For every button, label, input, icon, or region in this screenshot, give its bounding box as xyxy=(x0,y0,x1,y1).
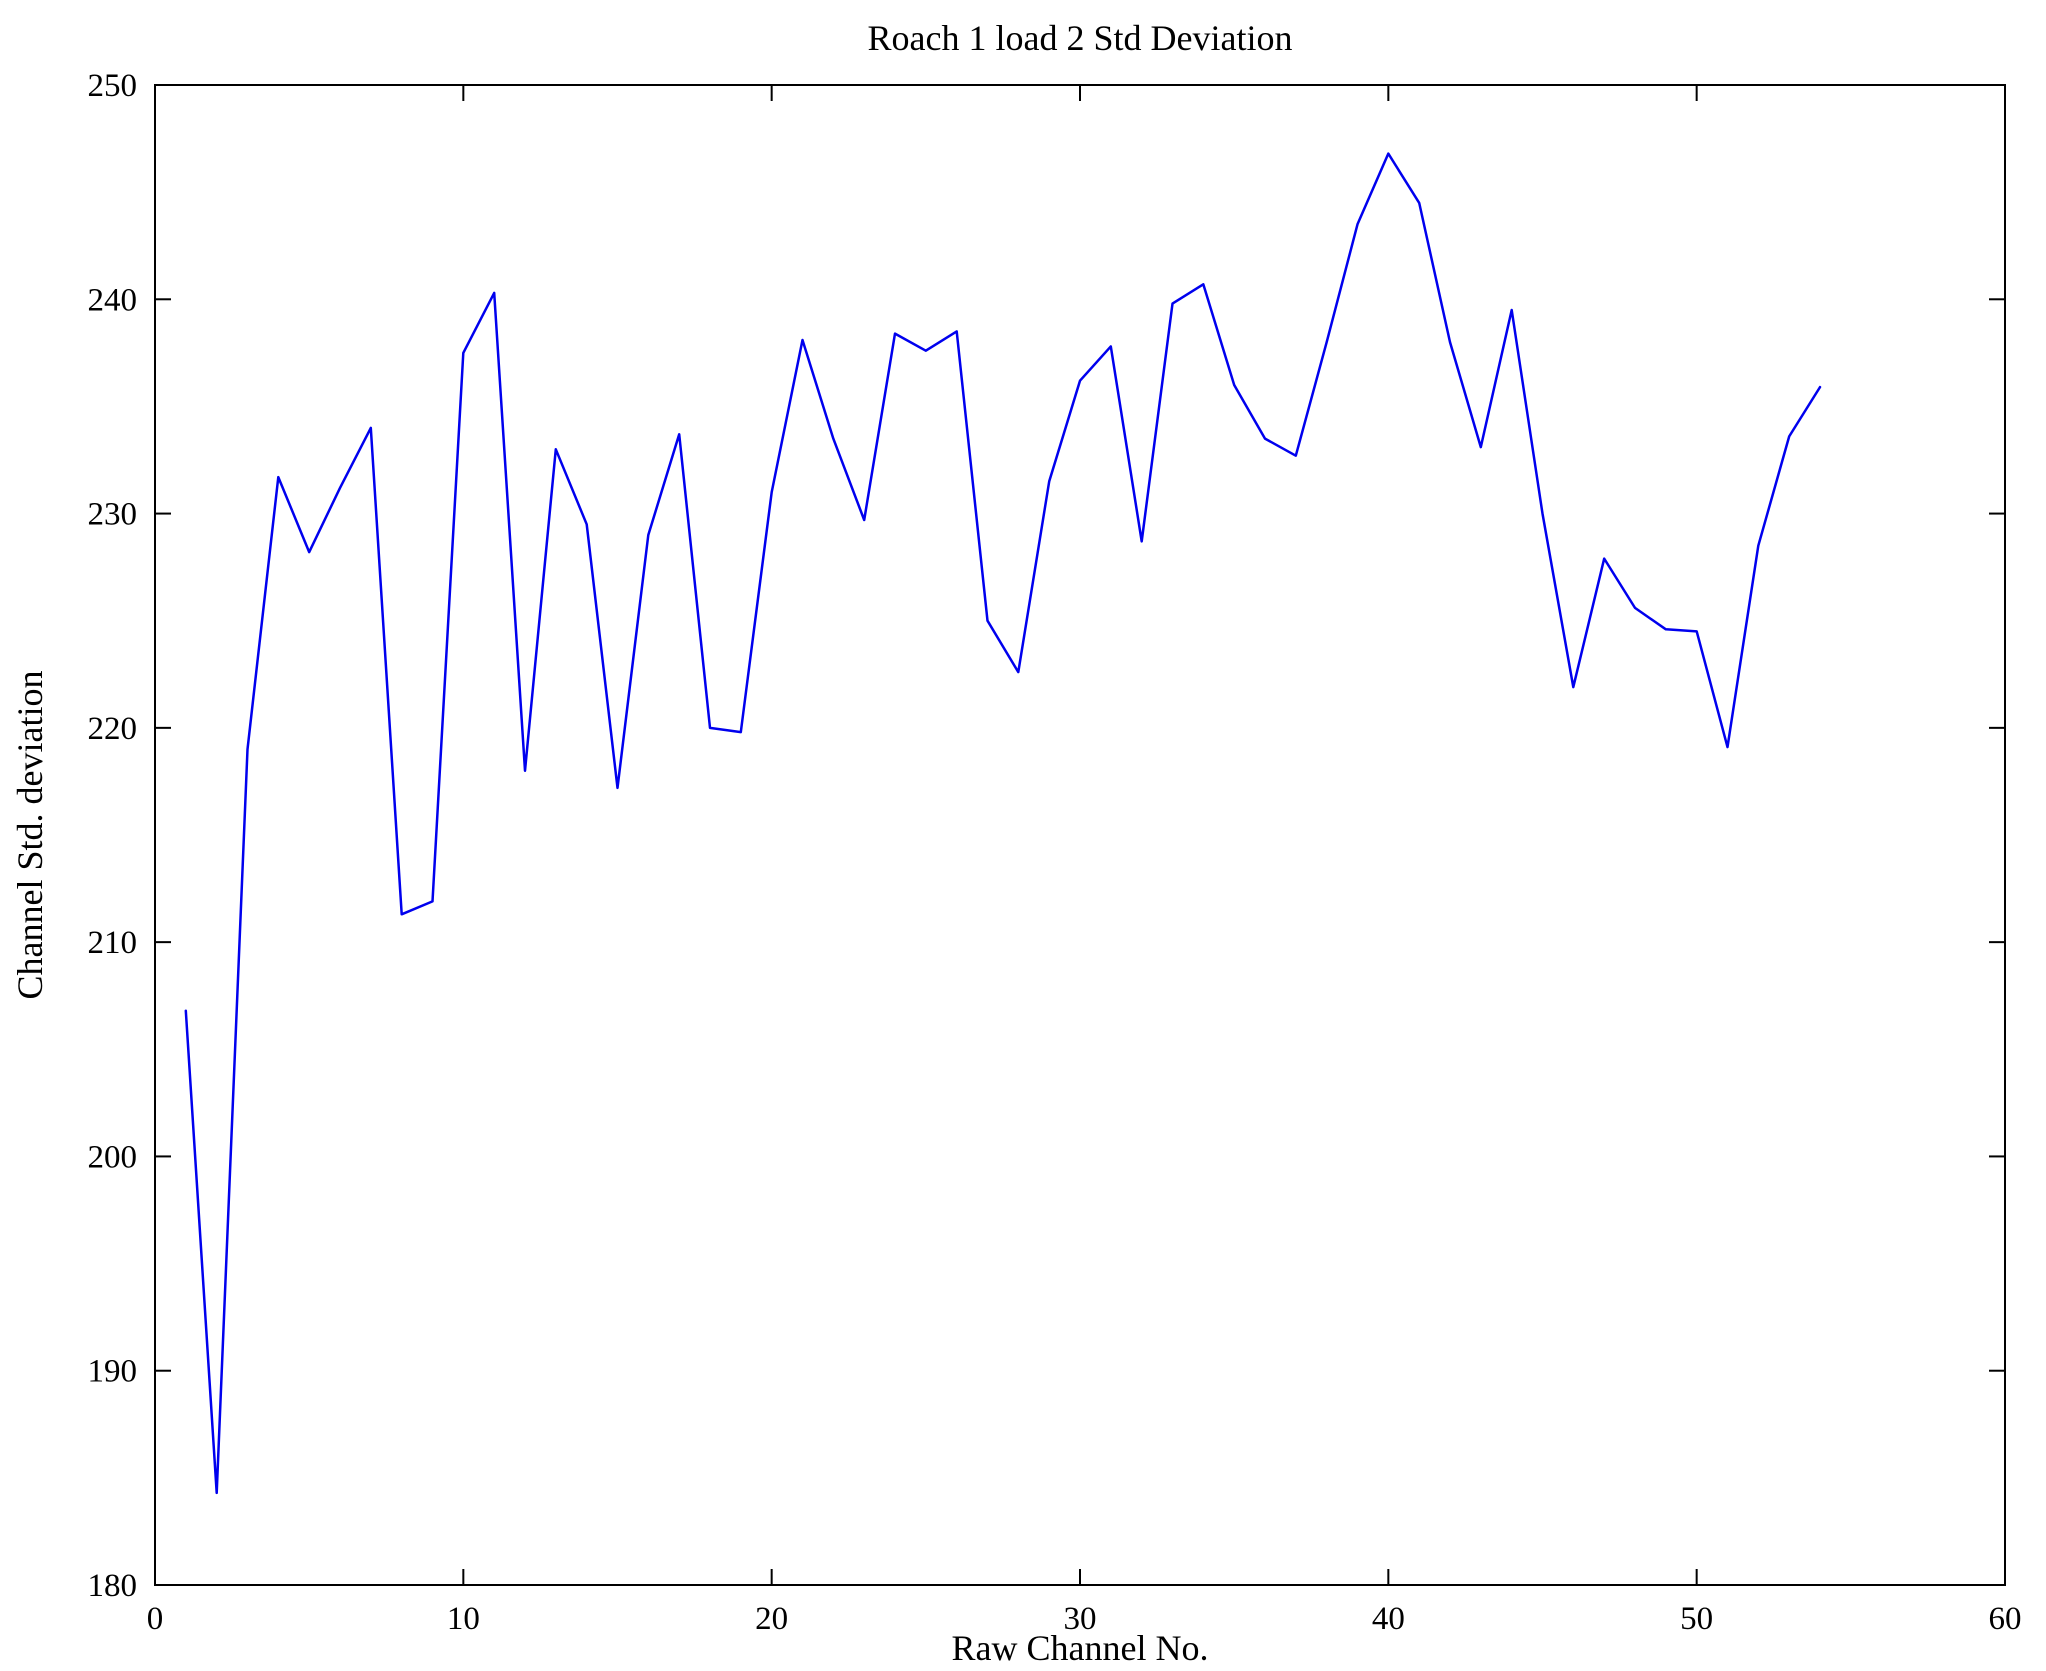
x-axis-label: Raw Channel No. xyxy=(952,1628,1209,1668)
plot-area xyxy=(154,84,2006,1586)
axis-tick-labels: 0 10 20 30 40 50 60 180 190 200 210 220 230 240 250 xyxy=(88,68,2022,1637)
y-tick-label: 180 xyxy=(88,1568,138,1604)
y-tick-label: 250 xyxy=(88,68,138,104)
axis-ticks xyxy=(154,84,2006,1586)
x-tick-label: 20 xyxy=(755,1601,788,1637)
x-tick-label: 30 xyxy=(1064,1601,1097,1637)
x-tick-label: 40 xyxy=(1372,1601,1405,1637)
y-axis-label: Channel Std. deviation xyxy=(10,671,50,1000)
data-line-series xyxy=(184,152,1822,1495)
x-tick-label: 10 xyxy=(447,1601,480,1637)
y-tick-label: 240 xyxy=(88,282,138,318)
y-tick-label: 220 xyxy=(88,711,138,747)
y-tick-label: 200 xyxy=(88,1139,138,1175)
x-tick-label: 0 xyxy=(147,1601,164,1637)
x-tick-label: 60 xyxy=(1989,1601,2022,1637)
chart-title: Roach 1 load 2 Std Deviation xyxy=(868,18,1293,58)
y-tick-label: 210 xyxy=(88,925,138,961)
x-tick-label: 50 xyxy=(1680,1601,1713,1637)
y-tick-label: 230 xyxy=(88,497,138,533)
y-tick-label: 190 xyxy=(88,1354,138,1390)
